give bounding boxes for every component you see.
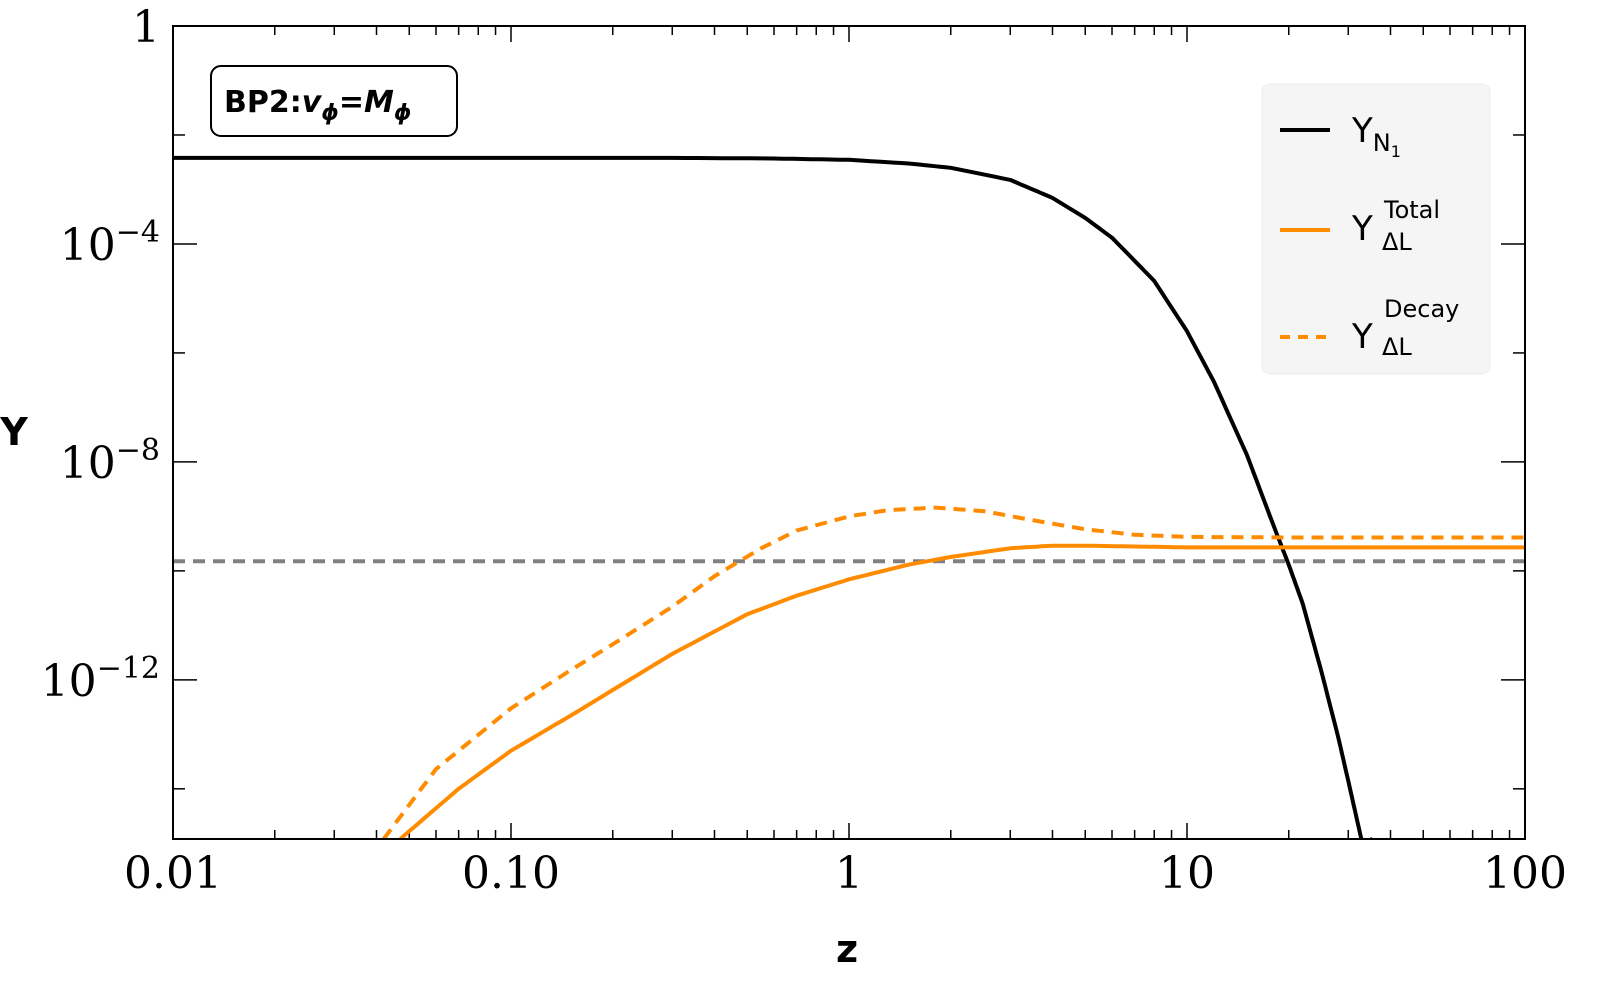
x-tick-label: 100 — [1483, 848, 1567, 899]
plot-frame — [172, 25, 1526, 840]
series-layer — [173, 155, 1525, 839]
y-axis-title: Y — [0, 410, 28, 454]
x-tick-labels: 0.01 0.10 1 10 100 — [124, 848, 1567, 899]
legend-yn1-subsub: 1 — [1391, 142, 1401, 161]
legend-decay-sup: Decay — [1384, 295, 1459, 323]
annotation-box: BP2:vϕ=Mϕ — [210, 65, 458, 137]
legend-decay-sub: ΔL — [1382, 333, 1412, 361]
x-tick-label: 10 — [1159, 848, 1215, 899]
legend-entry-yn1: YN1 — [1280, 111, 1401, 161]
legend-yn1-main: Y — [1351, 111, 1373, 151]
legend-decay-main: Y — [1351, 317, 1373, 357]
svg-text:YN1: YN1 — [1351, 111, 1401, 161]
y-tick-label: 1 — [132, 2, 160, 53]
legend-total-sub: ΔL — [1382, 228, 1412, 256]
annotation-v: v — [302, 85, 323, 120]
x-tick-label: 0.01 — [124, 848, 222, 899]
series-line-0 — [173, 155, 1374, 839]
annotation-v-sub: ϕ — [321, 101, 339, 126]
x-tick-label: 0.10 — [462, 848, 560, 899]
y-tick-labels: 1 10−4 10−8 10−12 — [41, 2, 160, 707]
legend-total-main: Y — [1351, 209, 1373, 249]
legend-entry-total: Y Total ΔL — [1280, 196, 1440, 256]
x-axis-title: z — [836, 927, 858, 971]
series-line-1 — [398, 543, 1525, 839]
y-tick-label: 10−12 — [41, 651, 160, 707]
legend-total-sup: Total — [1383, 196, 1440, 224]
y-tick-label: 10−4 — [60, 215, 160, 271]
annotation-eq: = — [339, 85, 364, 120]
annotation-main: BP2: — [224, 85, 302, 120]
series-line-2 — [382, 505, 1525, 839]
annotation-m-sub: ϕ — [394, 101, 412, 126]
legend-yn1-sub: N — [1373, 129, 1391, 157]
x-tick-label: 1 — [835, 848, 863, 899]
legend-entry-decay: Y Decay ΔL — [1280, 295, 1459, 361]
annotation-m: M — [364, 85, 394, 120]
svg-text:BP2:vϕ=Mϕ: BP2:vϕ=Mϕ — [224, 85, 411, 126]
y-tick-label: 10−8 — [60, 433, 160, 489]
legend: YN1 Y Total ΔL Y Decay ΔL — [1261, 83, 1491, 375]
legend-box — [1261, 83, 1491, 375]
ticks-layer — [172, 25, 1525, 839]
